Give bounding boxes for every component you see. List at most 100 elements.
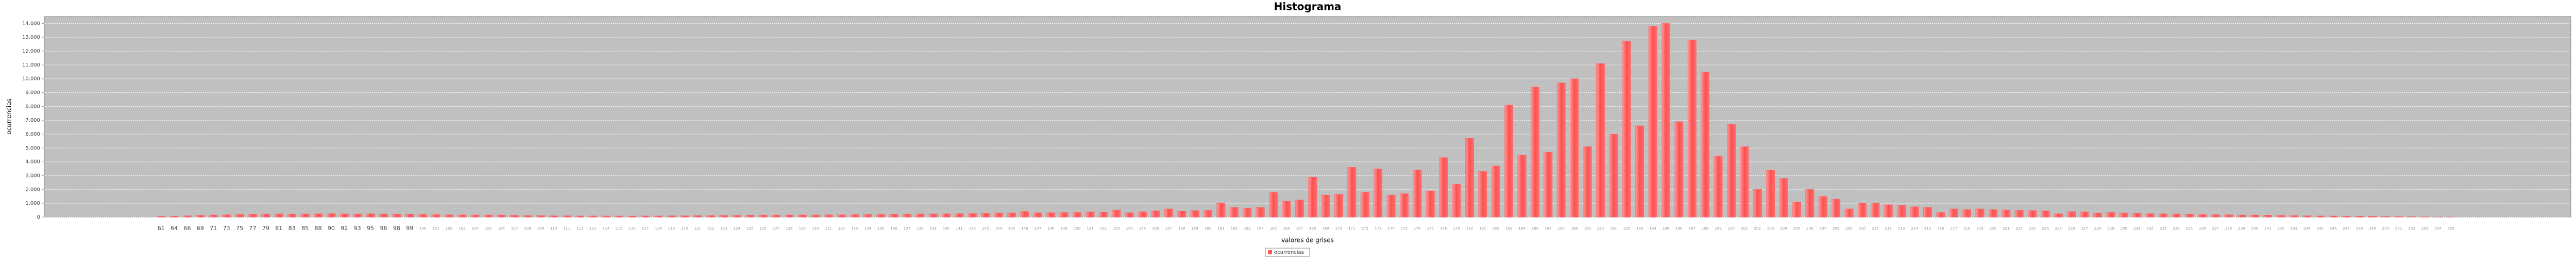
x-tick-label: 201: [1741, 226, 1748, 231]
x-axis-label: valores de grises: [1281, 237, 1334, 244]
bar: [287, 214, 297, 218]
bar: [1714, 156, 1723, 218]
x-tick-label: 187: [1558, 226, 1565, 231]
x-tick-label: 228: [2094, 226, 2101, 231]
bar: [2002, 209, 2011, 218]
bar: [470, 215, 480, 218]
x-tick-label: 144: [995, 226, 1002, 231]
x-tick-label: 77: [249, 225, 256, 232]
x-tick-label: 115: [616, 226, 622, 231]
bar: [1151, 210, 1160, 218]
x-tick-label: 81: [275, 225, 282, 232]
bar: [1059, 212, 1069, 218]
x-tick-label: 255: [2448, 226, 2454, 231]
x-tick-label: 103: [459, 226, 465, 231]
x-tick-label: 189: [1584, 226, 1590, 231]
x-tick-label: 247: [2343, 226, 2349, 231]
x-tick-label: 111: [563, 226, 570, 231]
bar: [510, 215, 519, 218]
bar: [1020, 211, 1029, 218]
bar: [628, 216, 637, 218]
bar: [340, 214, 349, 218]
bar: [758, 215, 768, 218]
bar: [1727, 124, 1736, 218]
bar: [170, 216, 179, 218]
bar: [2014, 210, 2024, 218]
x-tick-label: 140: [943, 226, 950, 231]
bar: [1204, 210, 1212, 218]
bar: [1046, 212, 1056, 218]
bar: [1622, 41, 1631, 218]
bar: [1177, 210, 1187, 218]
bar: [1832, 199, 1840, 218]
x-tick-label: 66: [183, 225, 191, 232]
plot-area: [44, 16, 2571, 218]
x-tick-label: 101: [432, 226, 439, 231]
x-tick-label: 192: [1623, 226, 1630, 231]
bar: [379, 214, 388, 218]
bar: [2080, 212, 2089, 218]
bar: [811, 215, 820, 218]
bar: [1334, 194, 1343, 218]
x-tick-label: 125: [747, 226, 753, 231]
x-tick-label: 155: [1139, 226, 1146, 231]
y-tick-label: 14.000: [22, 21, 40, 26]
y-tick-label: 3.000: [25, 173, 40, 179]
bar: [1910, 206, 1919, 218]
bar: [2145, 213, 2155, 218]
bar: [1871, 203, 1880, 218]
bar: [1229, 207, 1239, 218]
bar: [1792, 202, 1801, 218]
bar: [2198, 214, 2207, 218]
x-tick-label: 164: [1257, 226, 1264, 231]
bar: [2132, 213, 2142, 218]
x-tick-label: 151: [1087, 226, 1093, 231]
bar: [2106, 212, 2115, 218]
x-tick-label: 163: [1244, 226, 1250, 231]
x-tick-label: 225: [2055, 226, 2062, 231]
x-tick-label: 234: [2173, 226, 2180, 231]
x-tick-label: 69: [197, 225, 204, 232]
bar: [1884, 204, 1893, 218]
x-tick-label: 73: [223, 225, 230, 232]
bar: [1897, 205, 1906, 218]
x-tick-label: 156: [1152, 226, 1159, 231]
y-tick-label: 9.000: [25, 90, 40, 96]
y-tick-label: 6.000: [25, 132, 40, 137]
x-tick-label: 112: [577, 226, 583, 231]
x-tick-label: 160: [1205, 226, 1211, 231]
bar: [497, 215, 506, 218]
bar: [1491, 166, 1500, 218]
x-tick-label: 150: [1074, 226, 1080, 231]
x-tick-label: 199: [1715, 226, 1721, 231]
bar: [2028, 210, 2037, 218]
bar: [261, 214, 270, 218]
x-tick-label: 248: [2356, 226, 2363, 231]
y-tick-label: 11.000: [22, 62, 40, 68]
x-tick-label: 224: [2042, 226, 2049, 231]
bar: [615, 216, 623, 218]
y-tick-label: 4.000: [25, 159, 40, 165]
x-tick-label: 165: [1270, 226, 1277, 231]
x-tick-label: 162: [1231, 226, 1238, 231]
x-tick-label: 166: [1283, 226, 1290, 231]
x-tick-label: 149: [1060, 226, 1067, 231]
x-tick-label: 211: [1872, 226, 1878, 231]
bar: [536, 215, 545, 218]
x-tick-label: 173: [1375, 226, 1381, 231]
x-tick-label: 181: [1479, 226, 1486, 231]
x-tick-label: 133: [851, 226, 858, 231]
x-tick-label: 158: [1178, 226, 1185, 231]
bar: [1674, 121, 1684, 218]
bar: [641, 216, 650, 218]
x-tick-label: 168: [1309, 226, 1316, 231]
x-tick-label: 95: [367, 225, 374, 232]
x-tick-label: 85: [301, 225, 309, 232]
x-tick-label: 75: [236, 225, 243, 232]
x-tick-label: 123: [720, 226, 727, 231]
x-tick-label: 117: [642, 226, 649, 231]
x-tick-label: 159: [1191, 226, 1198, 231]
x-tick-label: 190: [1597, 226, 1604, 231]
bar: [1740, 146, 1749, 218]
x-tick-label: 98: [393, 225, 400, 232]
